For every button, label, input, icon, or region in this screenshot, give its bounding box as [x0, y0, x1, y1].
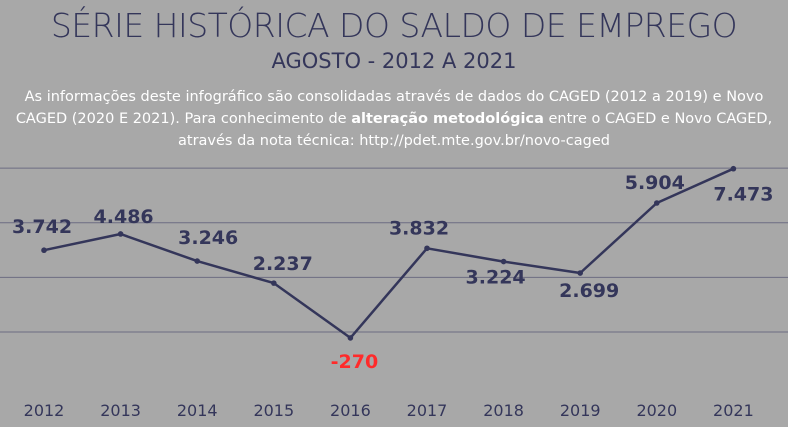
data-label-2014: 3.246 — [178, 227, 238, 249]
x-tick-2014: 2014 — [177, 401, 218, 420]
note-bold-text: alteração metodológica — [351, 111, 544, 127]
x-tick-2017: 2017 — [407, 401, 448, 420]
x-tick-2019: 2019 — [560, 401, 601, 420]
x-axis-ticks: 2012 2013 2014 2015 2016 2017 2018 2019 2020 2021 — [24, 401, 754, 420]
x-tick-2020: 2020 — [636, 401, 677, 420]
series-line — [43, 167, 734, 340]
x-tick-2013: 2013 — [100, 401, 141, 420]
x-tick-2021: 2021 — [713, 401, 754, 420]
data-point-2012 — [41, 247, 47, 254]
data-point-2014 — [194, 258, 200, 264]
data-point-2020 — [654, 200, 660, 206]
data-label-2018: 3.224 — [466, 267, 526, 289]
data-label-2013: 4.486 — [94, 206, 154, 228]
chart-title: SÉRIE HISTÓRICA DO SALDO DE EMPREGO — [50, 6, 738, 45]
chart-subtitle: AGOSTO - 2012 A 2021 — [271, 49, 517, 73]
x-tick-2018: 2018 — [483, 401, 524, 420]
source-note: As informações deste infográfico são con… — [12, 86, 776, 152]
data-point-2017 — [424, 245, 430, 252]
data-point-2019 — [577, 270, 583, 276]
data-point-2016 — [347, 335, 354, 341]
data-label-2015: 2.237 — [253, 253, 313, 275]
x-tick-2016: 2016 — [330, 401, 371, 420]
data-label-2021: 7.473 — [713, 184, 773, 206]
data-labels: 3.742 4.486 3.246 2.237 -270 3.832 3.224 2.699 5… — [12, 172, 774, 373]
data-label-2019: 2.699 — [559, 280, 619, 302]
gridlines — [0, 167, 788, 333]
note-text-start: As informações deste infográfico são con… — [15, 89, 764, 127]
x-tick-2012: 2012 — [24, 401, 65, 420]
series-group — [41, 165, 737, 341]
data-point-2021 — [730, 165, 737, 172]
note-text-end: entre o CAGED e Novo CAGED, através da n… — [178, 111, 773, 149]
data-label-2016: -270 — [331, 351, 379, 373]
data-label-2012: 3.742 — [12, 216, 72, 238]
data-label-2017: 3.832 — [389, 217, 449, 239]
data-point-2015 — [271, 280, 277, 286]
x-tick-2015: 2015 — [253, 401, 294, 420]
data-point-2018 — [500, 258, 507, 265]
data-point-2013 — [117, 231, 124, 237]
data-label-2020: 5.904 — [625, 172, 685, 194]
